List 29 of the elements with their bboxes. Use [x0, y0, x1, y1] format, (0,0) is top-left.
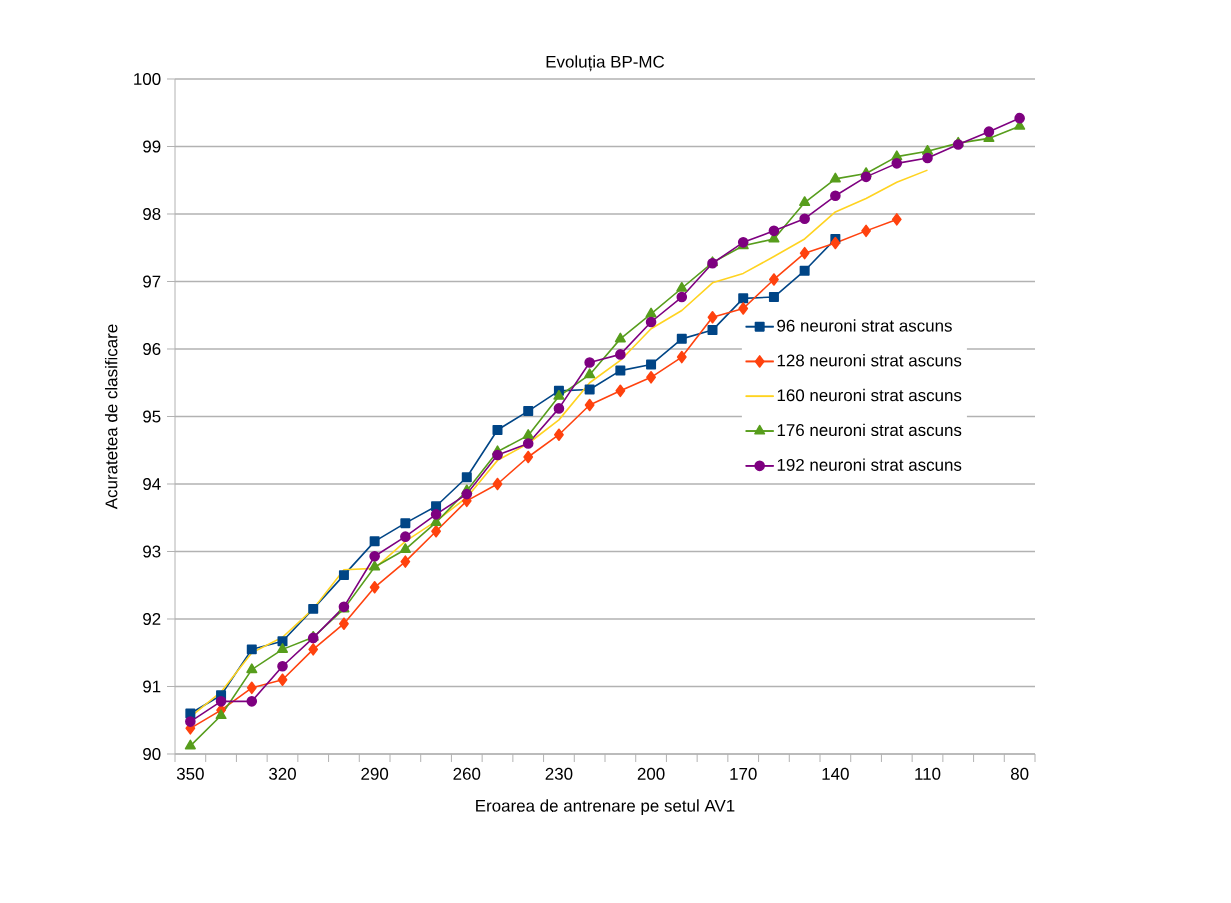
y-tick-label: 100	[134, 73, 161, 85]
x-tick-label: 140	[822, 767, 849, 780]
legend-label: 96 neuroni strat ascuns	[777, 319, 952, 332]
y-axis-title: Acuratetea de clasificare	[104, 324, 118, 510]
legend-label: 160 neuroni strat ascuns	[777, 388, 962, 402]
legend-label: 176 neuroni strat ascuns	[777, 423, 962, 437]
chart-title: Evoluția BP-MC	[546, 55, 665, 72]
y-tick-label: 96	[143, 343, 161, 355]
x-tick-label: 290	[361, 767, 389, 780]
x-tick-label: 110	[915, 767, 941, 780]
x-tick-label: 200	[637, 767, 665, 780]
y-tick-label: 93	[143, 545, 161, 558]
x-tick-label: 350	[176, 767, 204, 780]
x-tick-label: 230	[545, 767, 573, 780]
x-tick-label: 170	[730, 767, 757, 780]
y-tick-label: 91	[143, 680, 161, 693]
legend-label: 192 neuroni strat ascuns	[777, 458, 962, 471]
y-tick-label: 90	[143, 748, 161, 760]
x-axis-title: Eroarea de antrenare pe setul AV1	[476, 799, 735, 816]
y-tick-label: 92	[143, 613, 161, 625]
legend-label: 128 neuroni strat ascuns	[777, 354, 962, 367]
x-tick-label: 260	[453, 767, 481, 780]
y-tick-label: 99	[143, 140, 161, 153]
y-tick-label: 94	[143, 478, 161, 490]
y-tick-label: 98	[143, 208, 161, 220]
x-tick-label: 320	[269, 767, 296, 780]
x-tick-label: 80	[1010, 767, 1029, 780]
y-tick-label: 95	[143, 410, 161, 423]
y-tick-label: 97	[143, 275, 161, 288]
